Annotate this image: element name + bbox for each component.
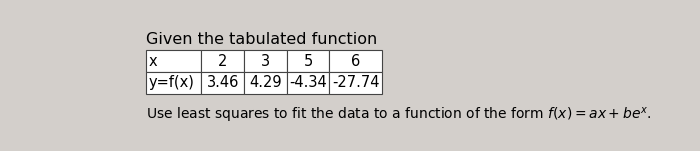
Bar [202,50,244,72]
Bar [244,50,287,72]
Text: 4.29: 4.29 [249,75,281,90]
Text: -27.74: -27.74 [332,75,379,90]
Text: 3: 3 [261,54,270,69]
Bar [146,72,202,94]
Text: y=f(x): y=f(x) [148,75,195,90]
Text: Given the tabulated function: Given the tabulated function [146,32,377,47]
Bar [146,50,202,72]
Bar [287,50,329,72]
Bar [329,72,382,94]
Text: Use least squares to fit the data to a function of the form $f(x) = ax + be^x$.: Use least squares to fit the data to a f… [146,106,651,125]
Text: -4.34: -4.34 [289,75,327,90]
Bar [287,72,329,94]
Text: 2: 2 [218,54,228,69]
Bar [329,50,382,72]
Text: 6: 6 [351,54,360,69]
Text: 3.46: 3.46 [206,75,239,90]
Bar [244,72,287,94]
Text: 5: 5 [303,54,313,69]
Bar [202,72,244,94]
Text: x: x [148,54,158,69]
